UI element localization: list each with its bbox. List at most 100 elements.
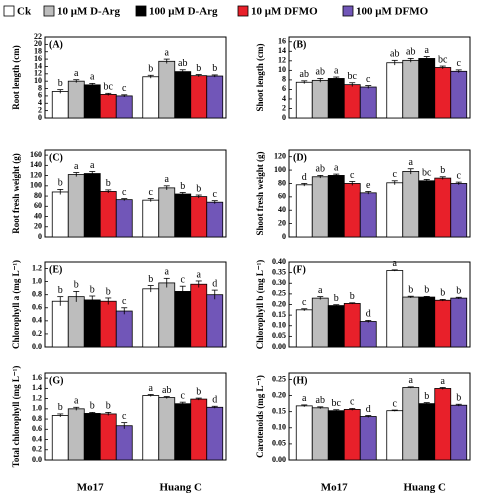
y-axis-label: Root length (cm)	[11, 45, 21, 110]
bar	[158, 397, 176, 461]
bar	[450, 297, 468, 348]
y-tick-label: 0	[38, 113, 42, 122]
y-axis-label: Root fresh weight (g)	[11, 153, 21, 234]
significance-letter: b	[90, 284, 95, 295]
bar	[295, 405, 313, 461]
bar	[434, 388, 452, 461]
significance-letter: a	[90, 160, 95, 171]
y-axis-label: Shoot length (cm)	[255, 44, 265, 112]
legend-swatch	[3, 5, 15, 17]
y-tick-label: 0.00	[272, 342, 286, 351]
bar	[51, 191, 69, 238]
y-tick-label: 14	[34, 61, 42, 70]
bar	[190, 283, 208, 348]
bar	[386, 182, 404, 238]
y-tick-label: 22	[34, 32, 42, 41]
y-tick-label: 2	[38, 105, 42, 114]
bar	[402, 171, 420, 238]
y-tick-label: 0.00	[272, 455, 286, 464]
significance-letter: b	[408, 285, 413, 296]
significance-letter: ab	[316, 395, 325, 406]
y-axis-label: Total chlorophyll (mg L⁻¹)	[11, 366, 21, 468]
y-tick-label: 1.0	[32, 404, 42, 413]
bar	[115, 95, 133, 119]
y-axis-label: Chlorophyll a (mg L⁻¹)	[11, 260, 21, 349]
bar	[174, 193, 192, 238]
significance-letter: b	[440, 288, 445, 299]
legend-swatch	[43, 5, 55, 17]
y-tick-label: 80	[34, 191, 42, 200]
significance-letter: b	[58, 178, 63, 189]
bar	[359, 86, 377, 119]
y-tick-label: 20	[34, 222, 42, 231]
bar	[142, 76, 160, 119]
y-tick-label: 0.4	[32, 434, 42, 443]
plot-frame	[288, 149, 471, 238]
bar	[67, 80, 85, 119]
significance-letter: c	[457, 58, 462, 69]
y-tick-label: 0.8	[32, 290, 42, 299]
significance-letter: a	[409, 375, 414, 386]
bar	[343, 183, 361, 238]
plot-frame	[44, 261, 227, 348]
bar	[295, 184, 313, 238]
significance-letter: a	[409, 157, 414, 168]
bar	[67, 296, 85, 348]
significance-letter: a	[74, 161, 79, 172]
y-tick-label: 0.4	[32, 316, 42, 325]
bar	[83, 84, 101, 119]
bar	[311, 297, 329, 348]
y-tick-label: 140	[30, 160, 42, 169]
y-tick-label: 0.2	[32, 329, 42, 338]
plot-frame	[288, 36, 471, 119]
y-tick-label: 8	[38, 83, 42, 92]
significance-letter: b	[106, 286, 111, 297]
plot-frame	[288, 372, 471, 461]
x-tick-label: Huang C	[160, 482, 203, 494]
significance-letter: a	[302, 393, 307, 404]
bar	[99, 94, 117, 119]
significance-letter: b	[106, 401, 111, 412]
significance-letter: b	[148, 274, 153, 285]
bar	[343, 84, 361, 119]
y-tick-label: 0.10	[272, 321, 286, 330]
x-tick-label: Mo17	[77, 482, 104, 494]
y-tick-label: 18	[34, 47, 42, 56]
significance-letter: ab	[316, 67, 325, 78]
significance-letter: c	[122, 411, 127, 422]
significance-letter: a	[74, 396, 79, 407]
y-axis-label: Carotenoids (mg L⁻¹)	[255, 375, 265, 458]
significance-letter: a	[334, 162, 339, 173]
legend-label: 10 μM DFMO	[251, 6, 318, 18]
bar	[450, 404, 468, 461]
bar	[158, 60, 176, 119]
panel-label: (B)	[293, 39, 306, 50]
plot-frame	[44, 149, 227, 238]
bar	[67, 408, 85, 461]
significance-letter: b	[196, 386, 201, 397]
y-tick-label: 60	[34, 201, 42, 210]
significance-letter: b	[180, 181, 185, 192]
y-tick-label: 1.2	[32, 393, 42, 402]
significance-letter: ab	[406, 47, 415, 58]
significance-letter: a	[165, 47, 170, 58]
y-tick-label: 0.10	[272, 423, 286, 432]
bar	[174, 403, 192, 461]
bar	[158, 282, 176, 348]
significance-letter: b	[440, 165, 445, 176]
significance-letter: b	[74, 280, 79, 291]
bar	[51, 415, 69, 461]
y-tick-label: 8	[282, 75, 286, 84]
plot-frame	[44, 372, 227, 461]
significance-letter: bc	[104, 82, 114, 93]
legend-swatch	[135, 5, 147, 17]
bar	[115, 199, 133, 238]
x-tick-label: Mo17	[321, 482, 348, 494]
significance-letter: d	[212, 278, 217, 289]
y-tick-label: 16	[278, 37, 286, 46]
legend-label: 100 μM D-Arg	[149, 6, 218, 18]
y-tick-label: 20	[34, 39, 42, 48]
bar	[99, 413, 117, 461]
bar	[386, 270, 404, 348]
